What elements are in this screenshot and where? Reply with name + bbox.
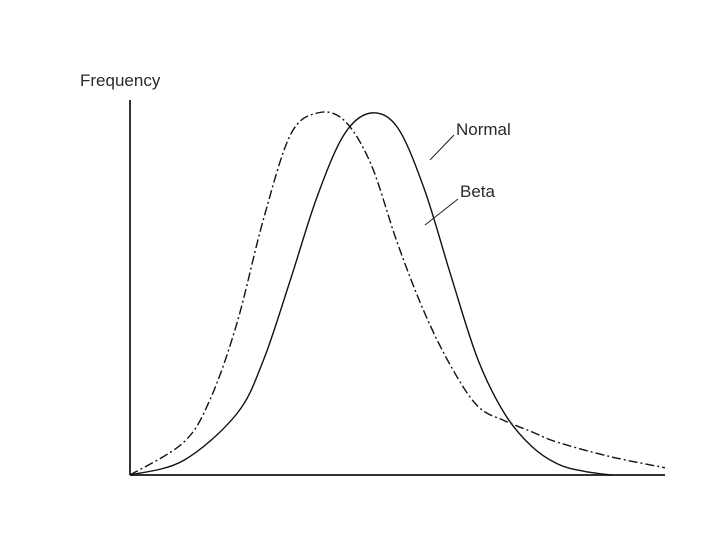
curve-labels: Normal Beta (424, 120, 511, 226)
leader-line-beta (424, 198, 459, 226)
axes (129, 100, 665, 476)
leader-line-normal (429, 134, 455, 161)
y-axis-label: Frequency (80, 71, 161, 90)
series-line-normal (129, 112, 612, 476)
series-label-beta: Beta (460, 182, 496, 201)
series-line-beta (129, 111, 666, 476)
series-layer (129, 111, 666, 476)
series-label-normal: Normal (456, 120, 511, 139)
